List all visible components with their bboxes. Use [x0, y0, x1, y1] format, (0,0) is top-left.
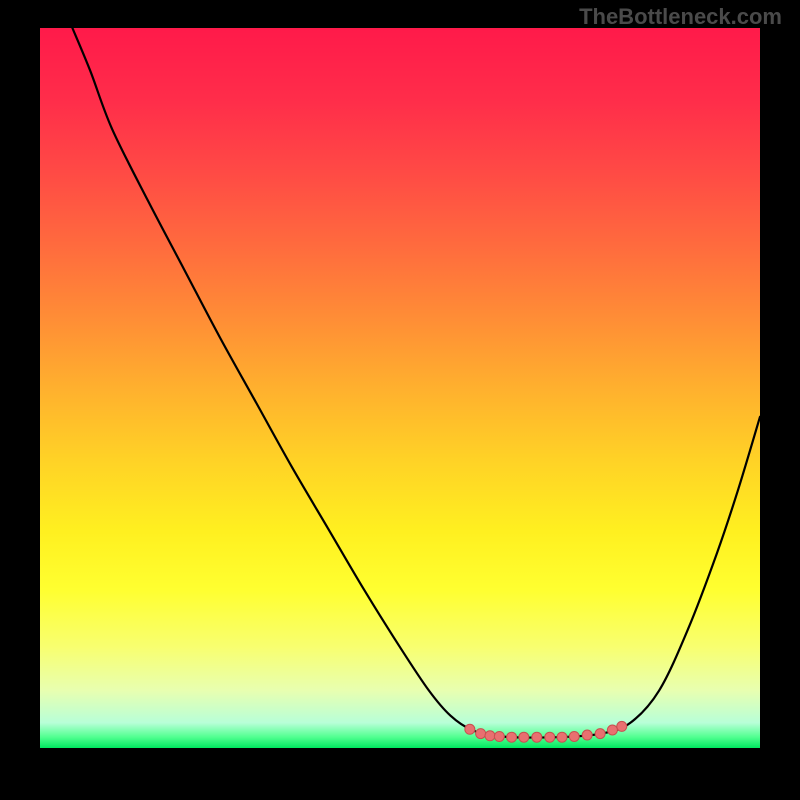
marker-dot — [607, 725, 617, 735]
marker-dot — [582, 730, 592, 740]
marker-dot — [485, 731, 495, 741]
marker-dot — [595, 729, 605, 739]
marker-dot — [617, 721, 627, 731]
bottleneck-curve — [72, 28, 760, 737]
marker-dot — [532, 732, 542, 742]
marker-dot — [507, 732, 517, 742]
watermark-text: TheBottleneck.com — [579, 4, 782, 30]
marker-dot — [569, 731, 579, 741]
marker-dot — [494, 731, 504, 741]
chart-plot-area — [40, 28, 760, 748]
marker-dot — [465, 724, 475, 734]
chart-curve-layer — [40, 28, 760, 748]
highlight-markers — [465, 721, 627, 742]
marker-dot — [519, 732, 529, 742]
marker-dot — [476, 729, 486, 739]
marker-dot — [545, 732, 555, 742]
marker-dot — [557, 732, 567, 742]
